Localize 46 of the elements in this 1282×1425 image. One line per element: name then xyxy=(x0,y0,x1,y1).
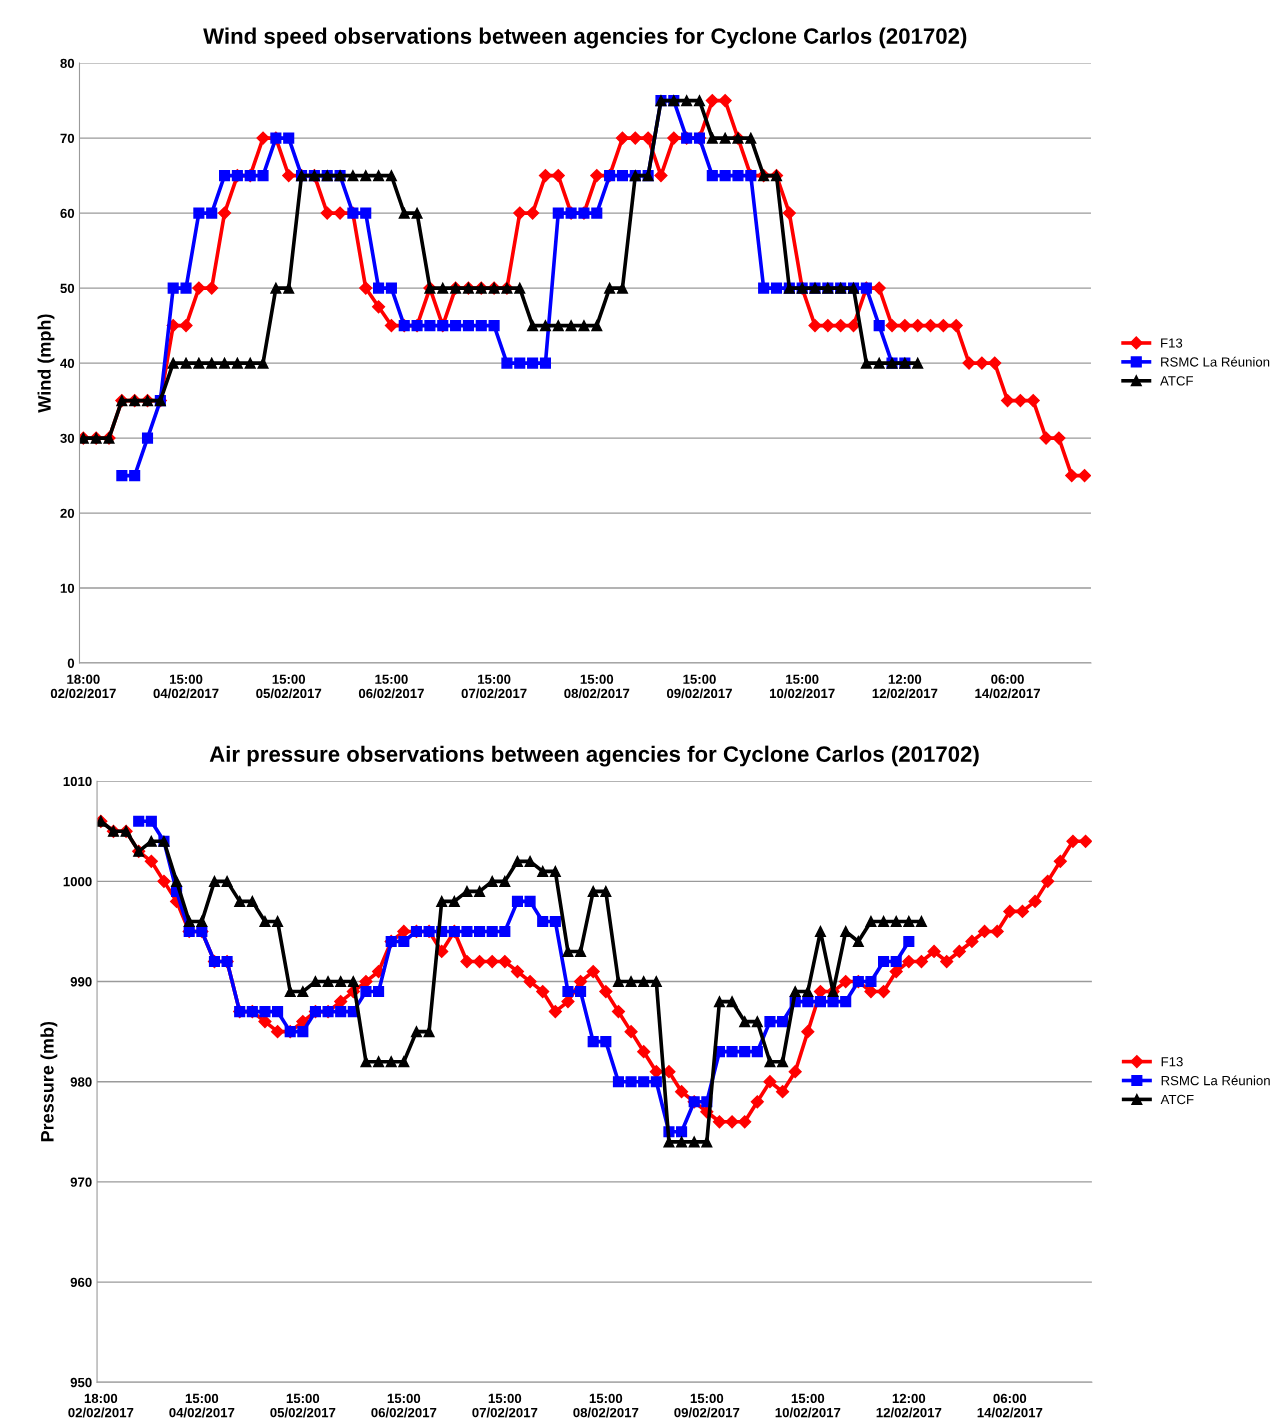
x-tick-label: 15:00 05/02/2017 xyxy=(256,674,322,699)
y-tick-label: 80 xyxy=(60,58,75,69)
y-tick-label: 970 xyxy=(70,1177,92,1187)
x-tick-label: 15:00 06/02/2017 xyxy=(358,674,424,699)
x-tick-label: 15:00 07/02/2017 xyxy=(461,674,527,699)
y-tick-label: 960 xyxy=(70,1277,92,1287)
x-tick-label: 15:00 04/02/2017 xyxy=(153,674,219,699)
x-tick-label: 12:00 12/02/2017 xyxy=(876,1393,942,1418)
y-tick-label: 0 xyxy=(67,658,75,668)
y-axis-title: Wind (mph) xyxy=(37,314,55,413)
x-tick-label: 15:00 10/02/2017 xyxy=(769,674,835,699)
legend-label: RSMC La Réunion xyxy=(1161,1075,1270,1086)
y-tick-label: 70 xyxy=(60,133,75,144)
x-tick-label: 06:00 14/02/2017 xyxy=(975,674,1040,699)
x-tick-label: 15:00 05/02/2017 xyxy=(270,1393,336,1418)
y-tick-label: 60 xyxy=(60,208,75,219)
y-tick-label: 980 xyxy=(70,1077,92,1087)
chart-title: Air pressure observations between agencies for Cyclone Carlos (201702) xyxy=(209,745,979,767)
x-tick-label: 15:00 04/02/2017 xyxy=(169,1393,235,1418)
x-tick-label: 15:00 08/02/2017 xyxy=(573,1393,639,1418)
chart-title: Wind speed observations between agencies for Cyclone Carlos (201702) xyxy=(203,27,967,49)
x-tick-label: 15:00 09/02/2017 xyxy=(666,674,732,699)
y-tick-label: 20 xyxy=(60,508,75,518)
x-tick-label: 12:00 12/02/2017 xyxy=(872,674,938,699)
y-axis-title: Pressure (mb) xyxy=(40,1021,58,1142)
legend-label: ATCF xyxy=(1160,1094,1194,1105)
legend-label: ATCF xyxy=(1160,376,1193,386)
y-tick-label: 1000 xyxy=(63,876,92,887)
x-tick-label: 15:00 08/02/2017 xyxy=(564,674,630,699)
y-tick-label: 40 xyxy=(60,358,75,368)
legend-label: RSMC La Réunion xyxy=(1161,356,1270,367)
x-tick-label: 15:00 10/02/2017 xyxy=(775,1393,841,1418)
x-tick-label: 15:00 09/02/2017 xyxy=(674,1393,740,1418)
x-tick-label: 18:00 02/02/2017 xyxy=(68,1393,134,1418)
x-tick-label: 15:00 06/02/2017 xyxy=(371,1393,437,1418)
y-tick-label: 50 xyxy=(60,283,75,294)
x-tick-label: 18:00 02/02/2017 xyxy=(50,674,116,699)
y-tick-label: 990 xyxy=(70,977,92,987)
legend-label: F13 xyxy=(1161,338,1183,348)
x-tick-label: 06:00 14/02/2017 xyxy=(977,1393,1043,1418)
y-tick-label: 30 xyxy=(60,433,75,444)
legend-label: F13 xyxy=(1161,1057,1183,1067)
y-tick-label: 950 xyxy=(70,1377,92,1388)
y-tick-label: 1010 xyxy=(63,776,92,787)
x-tick-label: 15:00 07/02/2017 xyxy=(472,1393,538,1418)
y-tick-label: 10 xyxy=(60,583,75,593)
